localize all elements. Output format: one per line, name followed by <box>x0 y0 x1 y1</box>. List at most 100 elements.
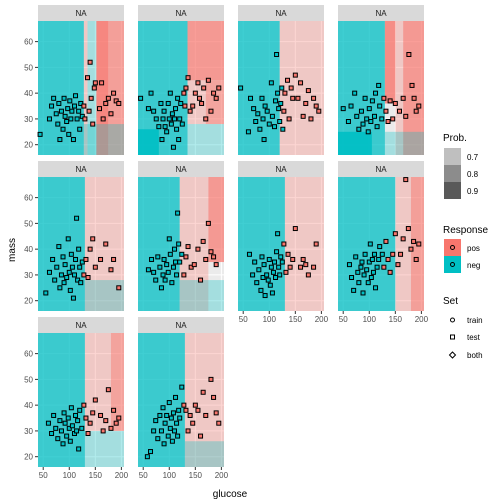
data-point <box>257 268 261 272</box>
data-point <box>184 86 188 90</box>
data-point <box>58 286 62 290</box>
y-tick-label: 40 <box>24 245 33 254</box>
panel-3: NA <box>238 5 324 155</box>
legend-response-label-neg: neg <box>467 261 480 270</box>
data-point <box>267 257 271 261</box>
panel-strip-label: NA <box>75 321 87 330</box>
data-point <box>169 122 173 126</box>
data-point <box>417 104 421 108</box>
data-point <box>182 91 186 95</box>
data-point <box>170 281 174 285</box>
data-point <box>247 252 251 256</box>
data-point <box>270 114 274 118</box>
data-point <box>177 138 181 142</box>
data-point <box>391 117 395 121</box>
y-tick-label: 60 <box>24 350 33 359</box>
legend-set-key-test <box>451 335 455 339</box>
data-point <box>72 104 76 108</box>
data-point <box>355 114 359 118</box>
data-point <box>68 288 72 292</box>
data-point <box>287 117 291 121</box>
data-point <box>375 125 379 129</box>
data-point <box>168 252 172 256</box>
data-point <box>57 245 61 249</box>
data-point <box>166 101 170 105</box>
data-point <box>62 281 66 285</box>
data-point <box>258 127 262 131</box>
data-point <box>104 242 108 246</box>
panel-strip-label: NA <box>175 165 187 174</box>
decision-region-pos <box>280 21 324 155</box>
x-tick-label: 100 <box>163 471 177 480</box>
data-point <box>175 127 179 131</box>
decision-region-neg <box>85 431 124 467</box>
data-point <box>59 273 63 277</box>
data-point <box>114 421 118 425</box>
decision-region-neg <box>84 124 124 155</box>
data-point <box>180 122 184 126</box>
data-point <box>62 411 66 415</box>
data-point <box>374 91 378 95</box>
data-point <box>384 239 388 243</box>
data-point <box>188 413 192 417</box>
data-point <box>393 101 397 105</box>
data-point <box>382 96 386 100</box>
data-point <box>178 117 182 121</box>
legend-set-label-both: both <box>467 351 483 360</box>
data-point <box>61 442 65 446</box>
x-tick-label: 150 <box>189 471 203 480</box>
y-tick-label: 30 <box>24 271 33 280</box>
data-point <box>52 413 56 417</box>
data-point <box>171 145 175 149</box>
data-point <box>370 257 374 261</box>
data-point <box>296 96 300 100</box>
data-point <box>380 117 384 121</box>
panel-strip-label: NA <box>275 9 287 18</box>
data-point <box>253 260 257 264</box>
data-point <box>275 250 279 254</box>
panel-strip-label: NA <box>75 9 87 18</box>
data-point <box>109 268 113 272</box>
data-point <box>154 419 158 423</box>
legend-response-label-pos: pos <box>467 244 480 253</box>
data-point <box>280 86 284 90</box>
data-point <box>74 413 78 417</box>
data-point <box>88 60 92 64</box>
legend-prob-label-1: 0.7 <box>467 153 479 162</box>
data-point <box>404 178 408 182</box>
data-point <box>212 91 216 95</box>
data-point <box>412 239 416 243</box>
data-point <box>159 429 163 433</box>
data-point <box>154 278 158 282</box>
data-point <box>162 442 166 446</box>
data-point <box>86 276 90 280</box>
data-point <box>214 96 218 100</box>
data-point <box>50 104 54 108</box>
data-point <box>239 86 243 90</box>
data-point <box>291 257 295 261</box>
data-point <box>62 96 66 100</box>
decision-region-neg <box>138 177 180 311</box>
data-point <box>249 96 253 100</box>
data-point <box>58 419 62 423</box>
data-point <box>382 265 386 269</box>
data-point <box>98 107 102 111</box>
data-point <box>149 91 153 95</box>
legend-response-point-neg <box>451 263 455 267</box>
data-point <box>417 242 421 246</box>
data-point <box>282 109 286 113</box>
legend-prob: Prob. 0.7 0.8 0.9 <box>443 133 479 199</box>
data-point <box>66 416 70 420</box>
data-point <box>409 247 413 251</box>
legend-set-key-both <box>450 352 456 358</box>
data-point <box>350 276 354 280</box>
data-point <box>88 421 92 425</box>
panel-strip-label: NA <box>275 165 287 174</box>
data-point <box>146 268 150 272</box>
data-point <box>372 252 376 256</box>
data-point <box>398 109 402 113</box>
data-point <box>56 437 60 441</box>
data-point <box>277 107 281 111</box>
data-point <box>317 109 321 113</box>
data-point <box>401 237 405 241</box>
